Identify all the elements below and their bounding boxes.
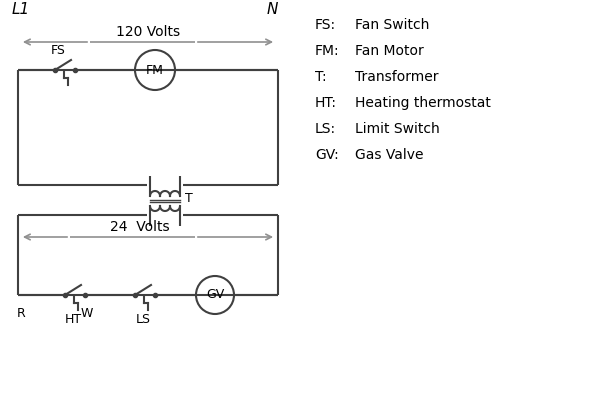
Text: 120 Volts: 120 Volts (116, 25, 180, 39)
Text: W: W (81, 307, 93, 320)
Text: R: R (17, 307, 25, 320)
Text: GV: GV (206, 288, 224, 302)
Text: Limit Switch: Limit Switch (355, 122, 440, 136)
Text: 24  Volts: 24 Volts (110, 220, 170, 234)
Text: N: N (267, 2, 278, 18)
Text: LS:: LS: (315, 122, 336, 136)
Text: Gas Valve: Gas Valve (355, 148, 424, 162)
Text: LS: LS (136, 313, 150, 326)
Text: FM: FM (146, 64, 164, 76)
Text: Fan Switch: Fan Switch (355, 18, 430, 32)
Text: T: T (185, 192, 193, 204)
Text: FM:: FM: (315, 44, 340, 58)
Text: FS:: FS: (315, 18, 336, 32)
Text: Heating thermostat: Heating thermostat (355, 96, 491, 110)
Text: Fan Motor: Fan Motor (355, 44, 424, 58)
Text: T:: T: (315, 70, 327, 84)
Text: GV:: GV: (315, 148, 339, 162)
Text: HT: HT (64, 313, 81, 326)
Text: HT:: HT: (315, 96, 337, 110)
Text: L1: L1 (12, 2, 30, 18)
Text: Transformer: Transformer (355, 70, 438, 84)
Text: FS: FS (51, 44, 65, 57)
